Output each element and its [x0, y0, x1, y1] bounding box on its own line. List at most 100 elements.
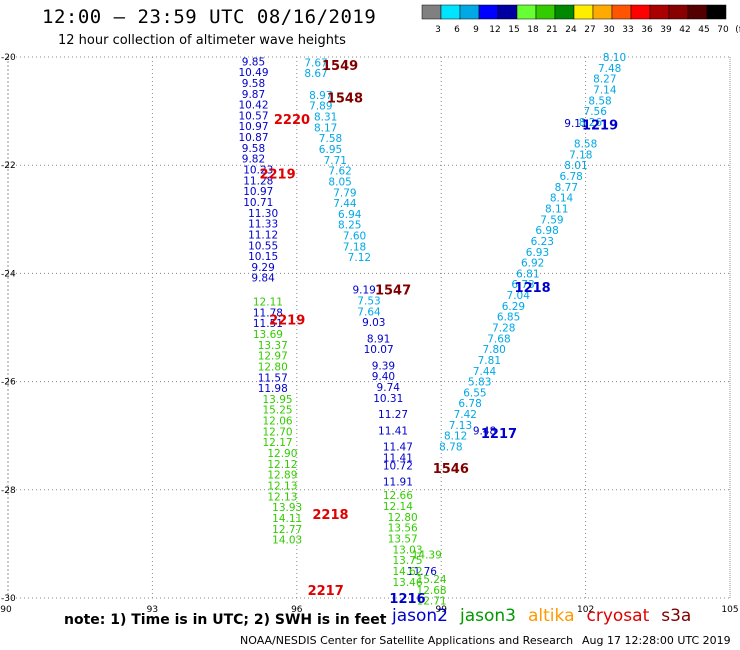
- wave-height-point-jason2: 9.48: [473, 425, 496, 437]
- legend-altika: altika: [528, 606, 575, 626]
- legend-s3a: s3a: [661, 606, 692, 626]
- wave-height-point-jason3: 12.80: [258, 361, 288, 373]
- wave-height-point-jason2: 9.58: [242, 143, 265, 155]
- wave-height-point-jason2: 11.51: [253, 318, 283, 330]
- wave-height-point-jason3: 12.11: [253, 297, 283, 309]
- wave-height-point-jason2: 10.97: [243, 186, 273, 198]
- wave-height-point-altika: 8.14: [550, 193, 574, 205]
- wave-height-point-jason2: 9.85: [242, 56, 265, 68]
- wave-height-point-jason2: 11.57: [258, 372, 288, 384]
- wave-height-point-jason3: 13.75: [392, 555, 422, 567]
- track-pass-label: 2217: [308, 584, 344, 599]
- wave-height-point-jason2: 9.39: [372, 360, 395, 372]
- y-tick-label: -30: [1, 594, 16, 604]
- colorbar-label: 27: [584, 25, 595, 35]
- wave-height-point-jason3: 13.69: [253, 329, 283, 341]
- wave-height-point-jason3: 12.90: [267, 448, 297, 460]
- wave-height-point-altika: 7.28: [492, 323, 515, 335]
- wave-height-point-jason3: 12.70: [263, 426, 293, 438]
- wave-height-point-jason2: 9.19: [352, 285, 375, 297]
- wave-height-point-jason3: 12.80: [388, 512, 418, 524]
- wave-height-point-altika: 6.78: [458, 398, 481, 410]
- wave-height-point-altika: 8.58: [588, 95, 611, 107]
- wave-height-point-jason2: 11.91: [383, 477, 413, 489]
- wave-height-point-jason2: 8.91: [367, 333, 390, 345]
- wave-height-point-jason2: 9.11: [564, 118, 587, 130]
- wave-height-point-jason2: 11.78: [253, 307, 283, 319]
- wave-height-point-jason2: 11.27: [378, 409, 408, 421]
- wave-height-point-jason2: 11.41: [378, 425, 408, 437]
- wave-height-point-altika: 6.98: [535, 225, 558, 237]
- y-tick-label: -28: [1, 486, 16, 496]
- wave-height-point-altika: 7.81: [478, 355, 501, 367]
- wave-height-point-jason2: 10.07: [364, 344, 394, 356]
- wave-height-point-altika: 7.14: [593, 84, 617, 96]
- wave-height-point-jason2: 10.31: [373, 393, 403, 405]
- wave-height-point-jason2: 10.55: [248, 240, 278, 252]
- wave-height-point-jason2: 11.33: [248, 219, 278, 231]
- x-tick-label: 93: [147, 605, 158, 615]
- satellite-legend: jason2 jason3 altika cryosat s3a: [392, 606, 703, 626]
- colorbar-label: 33: [622, 25, 633, 35]
- wave-height-point-jason3: 12.06: [263, 416, 293, 428]
- wave-height-point-altika: 8.12: [444, 431, 467, 443]
- wave-height-point-altika: 5.83: [468, 377, 491, 389]
- track-pass-label: 1549: [322, 59, 358, 74]
- wave-height-point-jason3: 12.13: [267, 491, 297, 503]
- wave-height-point-altika: 6.23: [531, 236, 554, 248]
- wave-height-point-altika: 6.29: [502, 301, 525, 313]
- track-pass-label: 1216: [389, 592, 425, 607]
- colorbar-label: 24: [565, 25, 577, 35]
- track-pass-label: 2220: [274, 113, 310, 128]
- wave-height-point-altika: 6.73: [511, 279, 534, 291]
- wave-height-point-altika: 7.12: [348, 252, 371, 264]
- wave-height-point-altika: 7.59: [540, 214, 563, 226]
- wave-height-point-altika: 6.92: [521, 258, 544, 270]
- wave-height-point-jason2: 9.84: [251, 273, 275, 285]
- wave-height-point-altika: 8.10: [603, 52, 626, 64]
- wave-height-point-jason3: 12.77: [272, 524, 302, 536]
- wave-height-point-altika: 7.60: [343, 231, 366, 243]
- wave-height-point-altika: 7.62: [328, 166, 351, 178]
- wave-height-point-altika: 7.13: [449, 420, 472, 432]
- legend-jason3: jason3: [460, 606, 516, 626]
- track-pass-label: 2218: [312, 508, 348, 523]
- wave-height-point-jason2: 10.57: [238, 110, 268, 122]
- wave-height-point-altika: 6.55: [463, 387, 486, 399]
- wave-height-point-altika: 8.26: [579, 117, 603, 129]
- wave-height-point-jason2: 11.76: [407, 566, 437, 578]
- wave-height-point-altika: 7.89: [309, 101, 332, 113]
- wave-height-point-altika: 8.58: [574, 139, 597, 151]
- wave-height-point-jason3: 13.57: [388, 533, 418, 545]
- wave-height-point-altika: 7.79: [333, 187, 356, 199]
- track-pass-label: 1548: [327, 92, 363, 107]
- wave-height-point-jason3: 13.93: [272, 502, 302, 514]
- track-pass-label: 2219: [259, 167, 295, 182]
- colorbar-label: 9: [473, 25, 479, 35]
- colorbar-label: 70: [717, 25, 729, 35]
- wave-height-point-jason3: 14.62: [392, 566, 422, 578]
- wave-height-point-jason3: 12.68: [417, 585, 447, 597]
- wave-height-point-jason3: 12.13: [267, 480, 297, 492]
- chart-title: 12:00 – 23:59 UTC 08/16/2019: [42, 6, 377, 28]
- wave-height-point-jason2: 11.12: [248, 229, 278, 241]
- colorbar-label: (ft): [735, 25, 740, 35]
- x-tick-label: 102: [577, 605, 594, 615]
- colorbar-label: 3: [435, 25, 441, 35]
- wave-height-point-jason2: 9.82: [242, 154, 265, 166]
- wave-height-point-altika: 8.25: [338, 220, 361, 232]
- wave-height-point-altika: 7.53: [357, 295, 380, 307]
- colorbar-label: 18: [527, 25, 539, 35]
- wave-height-point-jason3: 12.97: [258, 351, 288, 363]
- wave-height-point-jason2: 9.74: [377, 382, 401, 394]
- wave-height-point-altika: 8.11: [545, 203, 568, 215]
- wave-height-point-jason2: 10.72: [383, 460, 413, 472]
- colorbar-label: 12: [489, 25, 500, 35]
- wave-height-point-altika: 7.80: [482, 344, 505, 356]
- wave-height-point-jason3: 14.03: [272, 535, 302, 547]
- wave-height-point-altika: 7.42: [454, 409, 477, 421]
- wave-height-point-jason3: 15.25: [263, 405, 293, 417]
- wave-height-point-jason3: 15.24: [417, 574, 447, 586]
- colorbar-label: 6: [454, 25, 460, 35]
